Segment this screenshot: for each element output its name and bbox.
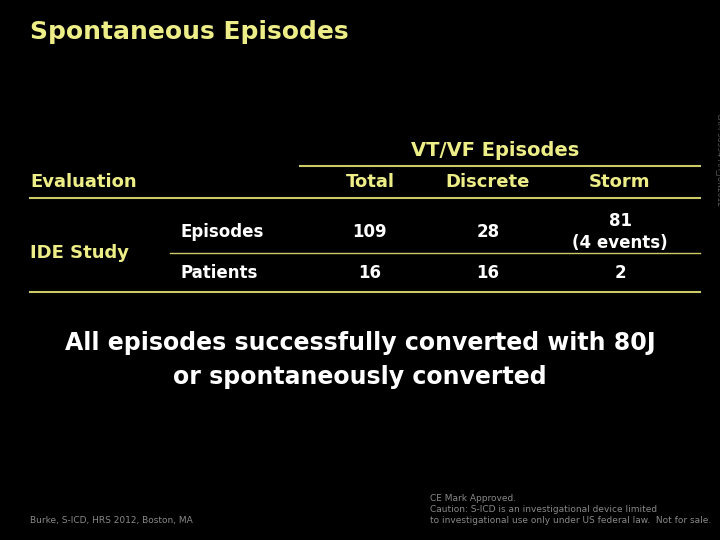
Text: Discrete: Discrete bbox=[446, 173, 530, 191]
Text: Episodes: Episodes bbox=[180, 223, 264, 241]
Text: VT/VF Episodes: VT/VF Episodes bbox=[411, 140, 579, 159]
Text: 2: 2 bbox=[614, 264, 626, 282]
Text: All episodes successfully converted with 80J
or spontaneously converted: All episodes successfully converted with… bbox=[65, 331, 655, 389]
Text: Total: Total bbox=[346, 173, 395, 191]
Text: 81
(4 events): 81 (4 events) bbox=[572, 212, 668, 252]
Text: Storm: Storm bbox=[589, 173, 651, 191]
Text: IDE Study: IDE Study bbox=[30, 244, 129, 261]
Text: CRM-98594-AA_JUN2012: CRM-98594-AA_JUN2012 bbox=[715, 113, 720, 207]
Text: 109: 109 bbox=[353, 223, 387, 241]
Text: 28: 28 bbox=[477, 223, 500, 241]
Text: 16: 16 bbox=[477, 264, 500, 282]
Text: Spontaneous Episodes: Spontaneous Episodes bbox=[30, 20, 348, 44]
Text: Patients: Patients bbox=[180, 264, 257, 282]
Text: Evaluation: Evaluation bbox=[30, 173, 137, 191]
Text: Burke, S-ICD, HRS 2012, Boston, MA: Burke, S-ICD, HRS 2012, Boston, MA bbox=[30, 516, 193, 525]
Text: CE Mark Approved.
Caution: S-ICD is an investigational device limited
to investi: CE Mark Approved. Caution: S-ICD is an i… bbox=[430, 494, 711, 525]
Text: 16: 16 bbox=[359, 264, 382, 282]
